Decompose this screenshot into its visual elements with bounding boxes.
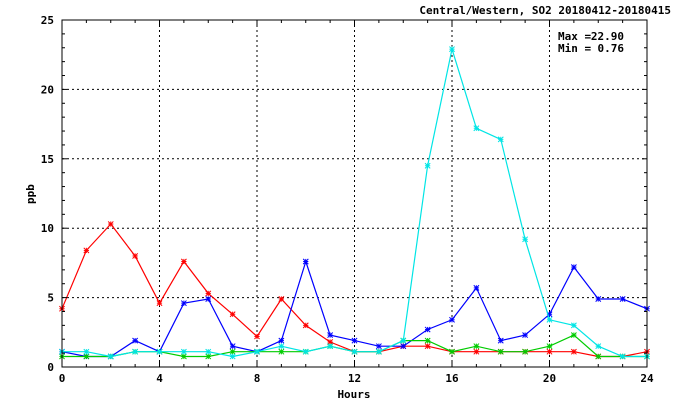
data-point	[278, 348, 285, 355]
chart-title: Central/Western, SO2 20180412-20180415	[419, 4, 671, 17]
data-point	[473, 125, 480, 132]
data-point	[205, 296, 212, 302]
data-point	[351, 337, 358, 344]
plot-frame	[61, 19, 648, 368]
data-point	[229, 343, 236, 350]
x-tick-label: 24	[640, 372, 654, 385]
data-point	[546, 348, 553, 355]
data-point	[302, 258, 309, 265]
data-point	[229, 311, 236, 318]
data-point	[473, 284, 480, 291]
max-value: 22.90	[591, 30, 624, 43]
data-point	[595, 353, 602, 360]
axis-ticks: 0 4 8 12 16 20 24 0 5 10 15 20 25	[41, 14, 654, 385]
data-point	[205, 290, 212, 297]
x-axis-label: Hours	[337, 388, 370, 401]
data-point	[302, 348, 309, 355]
data-point	[229, 353, 236, 360]
data-point	[180, 348, 187, 355]
data-point	[205, 348, 212, 355]
data-point	[132, 348, 139, 355]
data-point	[156, 348, 163, 355]
data-point	[570, 264, 577, 271]
data-point	[254, 348, 260, 355]
data-point	[424, 337, 431, 344]
data-point	[327, 343, 334, 350]
data-point	[546, 316, 553, 323]
grid-lines	[62, 20, 647, 367]
data-point	[400, 343, 407, 350]
data-point	[424, 162, 431, 169]
data-point	[302, 322, 309, 329]
data-point	[83, 353, 90, 360]
series-layer	[59, 46, 650, 360]
data-point	[107, 221, 114, 227]
data-point	[180, 353, 187, 360]
data-point	[83, 348, 90, 355]
data-point	[180, 258, 187, 265]
data-point	[522, 236, 529, 243]
data-point	[351, 348, 358, 355]
data-point	[595, 343, 602, 350]
data-point	[497, 337, 504, 344]
data-point	[424, 343, 431, 350]
data-point	[546, 343, 553, 350]
data-point	[619, 296, 626, 302]
data-point	[327, 332, 334, 339]
x-tick-label: 4	[156, 372, 163, 385]
y-tick-label: 10	[41, 222, 54, 235]
x-tick-label: 8	[254, 372, 261, 385]
data-point	[375, 348, 382, 355]
data-point	[449, 316, 455, 323]
data-point	[180, 300, 187, 307]
y-tick-label: 15	[41, 153, 54, 166]
data-point	[132, 337, 139, 344]
y-tick-label: 20	[41, 83, 54, 96]
data-point	[570, 322, 577, 329]
data-series-4	[59, 46, 650, 360]
data-point	[375, 343, 382, 350]
data-point	[570, 332, 577, 339]
y-tick-label: 0	[47, 361, 54, 374]
y-axis-label: ppb	[24, 184, 37, 204]
data-point	[107, 353, 114, 360]
data-point	[400, 337, 407, 344]
data-point	[522, 332, 529, 339]
data-point	[254, 333, 260, 340]
min-value: 0.76	[598, 42, 625, 55]
data-point	[229, 348, 236, 355]
x-tick-label: 20	[543, 372, 556, 385]
min-label: Min =	[558, 42, 591, 55]
data-point	[156, 300, 163, 307]
data-series-2	[59, 258, 650, 360]
x-tick-label: 16	[445, 372, 459, 385]
data-point	[570, 348, 577, 355]
data-point	[497, 136, 504, 143]
x-tick-label: 0	[59, 372, 66, 385]
data-point	[278, 343, 285, 350]
data-point	[595, 296, 602, 302]
data-point	[473, 348, 480, 355]
data-point	[278, 337, 285, 344]
data-point	[619, 353, 626, 360]
data-point	[424, 326, 431, 333]
data-point	[449, 46, 455, 53]
data-point	[473, 343, 480, 350]
data-point	[449, 348, 455, 355]
max-label: Max =	[558, 30, 591, 43]
data-point	[83, 247, 90, 254]
data-point	[497, 348, 504, 355]
data-point	[522, 348, 529, 355]
data-point	[278, 296, 285, 302]
y-tick-label: 5	[47, 292, 54, 305]
y-tick-label: 25	[41, 14, 54, 27]
data-point	[132, 253, 139, 259]
data-point	[205, 353, 212, 360]
x-tick-label: 12	[348, 372, 361, 385]
